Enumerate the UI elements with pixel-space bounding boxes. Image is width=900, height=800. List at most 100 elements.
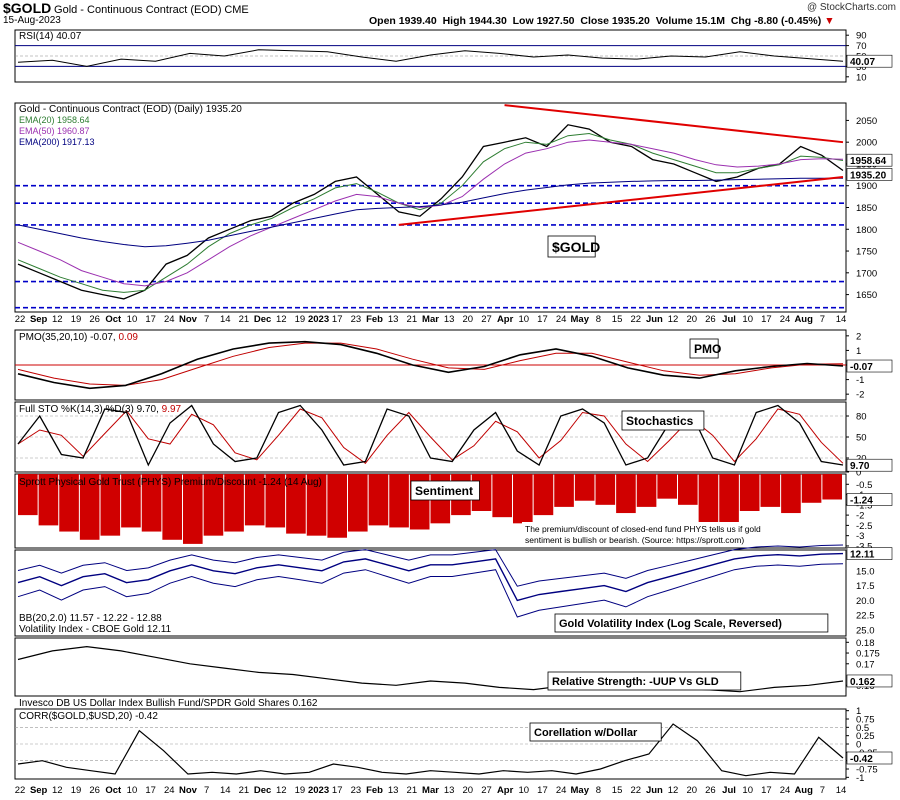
x-tick-label: Aug [794, 314, 813, 325]
y-tick-label-sentiment: -3.5 [856, 541, 872, 552]
x-tick-label: Oct [105, 314, 122, 325]
x-tick-label: 8 [596, 314, 601, 325]
sentiment-bar [224, 474, 244, 532]
sentiment-bar [306, 474, 327, 536]
sentiment-bar [760, 474, 781, 507]
x-tick-label: 15 [612, 785, 623, 796]
y-tick-label-volatility: 25.0 [856, 626, 875, 637]
corr-line [17, 723, 844, 777]
sentiment-current-tag-box [846, 493, 893, 506]
rsi-title: RSI(14) 40.07 [19, 31, 82, 42]
x-tick-label: Sep [30, 314, 48, 325]
sentiment-bar [678, 474, 698, 505]
x-tick-label: 2023 [308, 314, 329, 325]
sentiment-bar [801, 474, 822, 503]
x-tick-label: 19 [71, 785, 82, 796]
x-tick-label: 26 [89, 314, 100, 325]
x-tick-label: 15 [612, 314, 623, 325]
x-tick-label: 12 [276, 785, 287, 796]
x-tick-label: 7 [820, 314, 825, 325]
y-tick-label-correlation: 1 [856, 706, 861, 717]
x-tick-label: 7 [204, 314, 209, 325]
y-tick-label-price: 2050 [856, 116, 877, 127]
x-tick-label: 22 [15, 785, 26, 796]
y-tick-label-price: 2000 [856, 138, 877, 149]
x-tick-label: Jun [646, 314, 663, 325]
ohlc-readout: Open 1939.40 High 1944.30 Low 1927.50 Cl… [369, 15, 835, 27]
corr-annotation-box [529, 722, 662, 742]
x-tick-label: 17 [332, 314, 343, 325]
y-tick-label-correlation: 0.75 [856, 715, 875, 726]
price-tag-close-box [846, 168, 893, 181]
sentiment-bar [616, 474, 636, 514]
chart-header: $GOLD Gold - Continuous Contract (EOD) C… [0, 0, 900, 28]
y-tick-label-relative_strength: 0.17 [856, 659, 875, 670]
x-tick-label: 27 [481, 314, 492, 325]
x-tick-label: 13 [388, 314, 399, 325]
sentiment-bar [492, 474, 512, 518]
x-tick-label: 22 [630, 785, 641, 796]
x-tick-label: Mar [422, 785, 439, 796]
x-tick-label: 21 [239, 314, 250, 325]
series-ema20 [17, 132, 844, 293]
corr-current-tag: -0.42 [850, 754, 873, 765]
price-tag-close: 1935.20 [850, 170, 887, 181]
x-tick-label: 13 [388, 785, 399, 796]
x-tick-label: Feb [366, 314, 383, 325]
x-tick-label: 17 [537, 785, 548, 796]
x-tick-label: 20 [686, 785, 697, 796]
watermark: @ StockCharts.com [806, 2, 896, 13]
sentiment-bar [533, 474, 554, 516]
pmo-current-tag-box [846, 359, 893, 373]
rs-annotation-box [547, 671, 742, 691]
x-tick-label: 20 [463, 785, 474, 796]
rs-title: Invesco DB US Dollar Index Bullish Fund/… [19, 698, 318, 709]
y-tick-label-correlation: 0 [856, 740, 861, 751]
x-tick-label: 19 [71, 314, 82, 325]
y-tick-label-sentiment: -1.5 [856, 500, 872, 511]
y-tick-label-volatility: 20.0 [856, 596, 875, 607]
sentiment-bar [59, 474, 79, 532]
sentiment-bar [636, 474, 657, 507]
sto-k-line [17, 404, 844, 467]
x-tick-label: 12 [668, 785, 679, 796]
sentiment-bar [265, 474, 286, 528]
sto-annotation: Stochastics [626, 414, 694, 428]
vix-annotation-box [554, 613, 829, 633]
y-tick-label-volatility: 22.5 [856, 611, 875, 622]
x-tick-label: 8 [596, 785, 601, 796]
x-tick-label: 10 [519, 314, 530, 325]
x-tick-label: Mar [422, 314, 439, 325]
pmo-annotation: PMO [694, 342, 721, 356]
x-tick-label: 12 [276, 314, 287, 325]
x-tick-label: 17 [761, 785, 772, 796]
panel-frame-volatility [14, 549, 847, 637]
y-tick-label-price: 1850 [856, 203, 877, 214]
y-tick-label-stochastics: 0 [856, 468, 861, 479]
x-tick-label: 2023 [308, 785, 329, 796]
x-tick-label: 10 [127, 785, 138, 796]
x-tick-label: 19 [295, 314, 306, 325]
sentiment-bar [595, 474, 616, 505]
price-title: Gold - Continuous Contract (EOD) (Daily)… [19, 104, 242, 115]
symbol: $GOLD [3, 0, 52, 16]
series-ema200 [17, 177, 843, 248]
corr-title: CORR($GOLD,$USD,20) -0.42 [19, 711, 158, 722]
x-tick-label: 19 [295, 785, 306, 796]
vix-line [17, 552, 844, 602]
price-annotation-box [547, 235, 596, 258]
y-tick-label-price: 1650 [856, 290, 877, 301]
bb-upper [17, 544, 844, 587]
vix-annotation: Gold Volatility Index (Log Scale, Revers… [559, 618, 782, 630]
rsi-current-tag: 40.07 [850, 57, 875, 68]
pmo-line [17, 340, 844, 390]
x-tick-label: Apr [497, 785, 514, 796]
y-tick-label-price: 1800 [856, 225, 877, 236]
x-tick-label: May [571, 314, 590, 325]
x-tick-label: 24 [164, 785, 175, 796]
sentiment-note-line1: The premium/discount of closed-end fund … [525, 524, 761, 534]
pmo-annotation-box [689, 338, 719, 359]
x-tick-label: 12 [52, 785, 63, 796]
sentiment-bar [79, 474, 100, 540]
y-tick-label-rsi: 10 [856, 72, 867, 83]
